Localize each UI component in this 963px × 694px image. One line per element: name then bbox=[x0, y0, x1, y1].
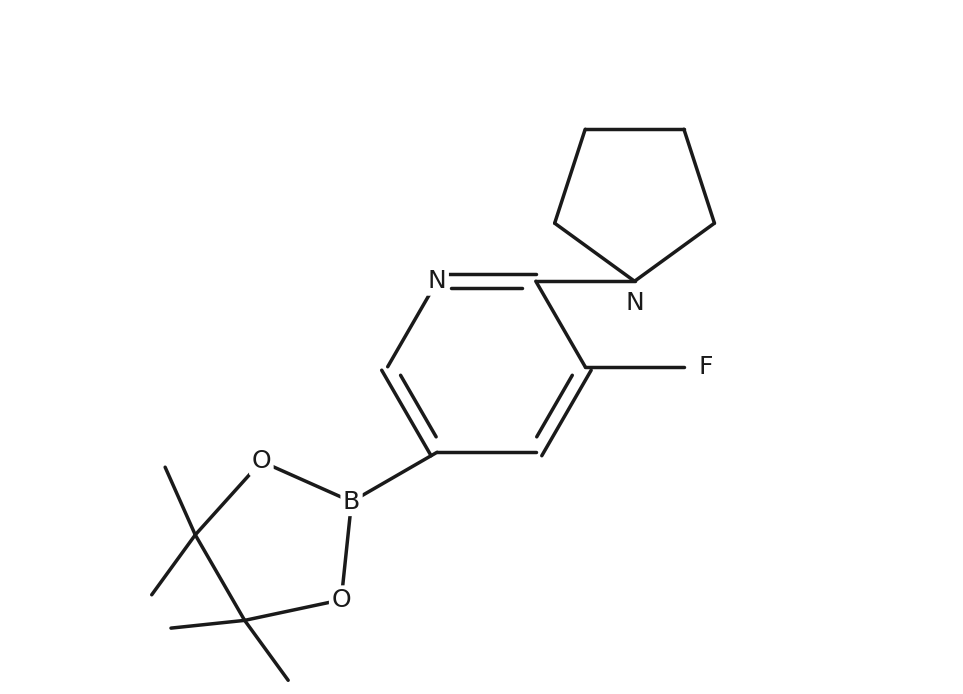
Text: O: O bbox=[251, 450, 272, 473]
Text: N: N bbox=[428, 269, 447, 294]
Text: B: B bbox=[343, 490, 360, 514]
Text: N: N bbox=[625, 291, 644, 315]
Text: O: O bbox=[331, 588, 351, 612]
Text: F: F bbox=[699, 355, 714, 379]
